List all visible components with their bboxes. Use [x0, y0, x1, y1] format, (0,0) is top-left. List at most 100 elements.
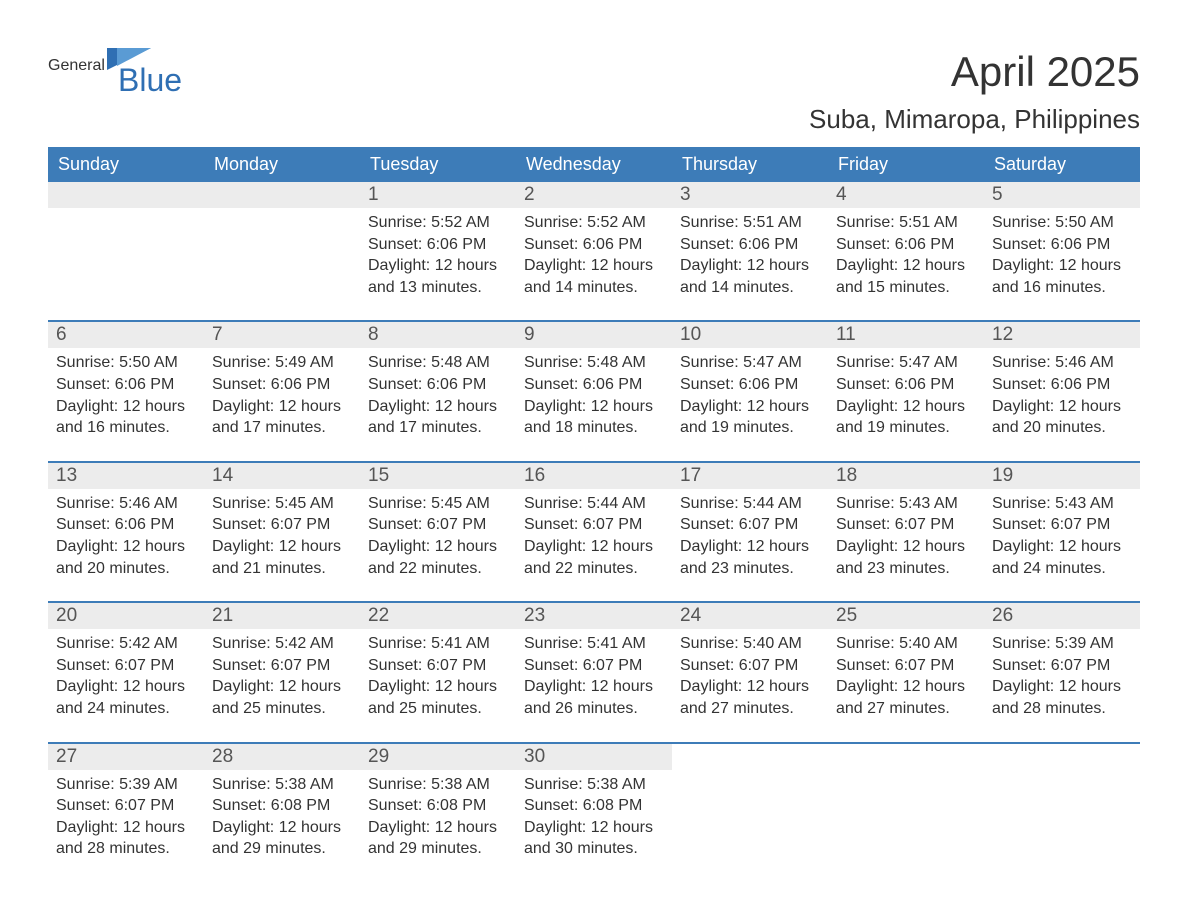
sunset-text: Sunset: 6:07 PM	[368, 655, 508, 677]
sunset-text: Sunset: 6:07 PM	[680, 514, 820, 536]
day-number: 27	[48, 744, 204, 770]
day-number: 20	[48, 603, 204, 629]
sunrise-text: Sunrise: 5:40 AM	[680, 633, 820, 655]
sunset-text: Sunset: 6:06 PM	[56, 514, 196, 536]
day-body: Sunrise: 5:45 AMSunset: 6:07 PMDaylight:…	[204, 489, 360, 587]
calendar-day: 15Sunrise: 5:45 AMSunset: 6:07 PMDayligh…	[360, 463, 516, 587]
day-number: 24	[672, 603, 828, 629]
sunset-text: Sunset: 6:06 PM	[992, 374, 1132, 396]
sunrise-text: Sunrise: 5:51 AM	[836, 212, 976, 234]
sunset-text: Sunset: 6:07 PM	[524, 514, 664, 536]
daylight-text: Daylight: 12 hours and 18 minutes.	[524, 396, 664, 439]
day-number: 13	[48, 463, 204, 489]
sunrise-text: Sunrise: 5:39 AM	[56, 774, 196, 796]
sunrise-text: Sunrise: 5:38 AM	[524, 774, 664, 796]
day-body: Sunrise: 5:47 AMSunset: 6:06 PMDaylight:…	[828, 348, 984, 446]
calendar-day: 10Sunrise: 5:47 AMSunset: 6:06 PMDayligh…	[672, 322, 828, 446]
sunset-text: Sunset: 6:07 PM	[212, 655, 352, 677]
day-number: 22	[360, 603, 516, 629]
calendar-day: 11Sunrise: 5:47 AMSunset: 6:06 PMDayligh…	[828, 322, 984, 446]
day-number: 12	[984, 322, 1140, 348]
logo-blue-text: Blue	[118, 64, 182, 96]
dow-friday: Friday	[828, 147, 984, 182]
logo: General Blue	[48, 48, 182, 96]
sunrise-text: Sunrise: 5:46 AM	[56, 493, 196, 515]
calendar-day: 3Sunrise: 5:51 AMSunset: 6:06 PMDaylight…	[672, 182, 828, 306]
sunset-text: Sunset: 6:07 PM	[836, 514, 976, 536]
day-number: 29	[360, 744, 516, 770]
daylight-text: Daylight: 12 hours and 25 minutes.	[212, 676, 352, 719]
calendar-day	[828, 744, 984, 868]
daylight-text: Daylight: 12 hours and 16 minutes.	[56, 396, 196, 439]
day-number: 19	[984, 463, 1140, 489]
calendar-day: 17Sunrise: 5:44 AMSunset: 6:07 PMDayligh…	[672, 463, 828, 587]
day-number: 14	[204, 463, 360, 489]
daylight-text: Daylight: 12 hours and 23 minutes.	[836, 536, 976, 579]
day-body: Sunrise: 5:44 AMSunset: 6:07 PMDaylight:…	[672, 489, 828, 587]
sunset-text: Sunset: 6:07 PM	[992, 514, 1132, 536]
day-body: Sunrise: 5:38 AMSunset: 6:08 PMDaylight:…	[516, 770, 672, 868]
day-body: Sunrise: 5:51 AMSunset: 6:06 PMDaylight:…	[672, 208, 828, 306]
sunset-text: Sunset: 6:06 PM	[836, 234, 976, 256]
day-body: Sunrise: 5:43 AMSunset: 6:07 PMDaylight:…	[828, 489, 984, 587]
sunrise-text: Sunrise: 5:49 AM	[212, 352, 352, 374]
sunset-text: Sunset: 6:06 PM	[524, 234, 664, 256]
day-body: Sunrise: 5:43 AMSunset: 6:07 PMDaylight:…	[984, 489, 1140, 587]
sunset-text: Sunset: 6:07 PM	[836, 655, 976, 677]
sunset-text: Sunset: 6:06 PM	[212, 374, 352, 396]
header: General Blue April 2025 Suba, Mimaropa, …	[48, 48, 1140, 135]
daylight-text: Daylight: 12 hours and 17 minutes.	[368, 396, 508, 439]
sunset-text: Sunset: 6:07 PM	[56, 795, 196, 817]
daylight-text: Daylight: 12 hours and 28 minutes.	[56, 817, 196, 860]
sunset-text: Sunset: 6:07 PM	[992, 655, 1132, 677]
daylight-text: Daylight: 12 hours and 27 minutes.	[680, 676, 820, 719]
day-body: Sunrise: 5:48 AMSunset: 6:06 PMDaylight:…	[360, 348, 516, 446]
day-body: Sunrise: 5:38 AMSunset: 6:08 PMDaylight:…	[204, 770, 360, 868]
sunset-text: Sunset: 6:06 PM	[680, 374, 820, 396]
sunrise-text: Sunrise: 5:51 AM	[680, 212, 820, 234]
day-number: 11	[828, 322, 984, 348]
day-body: Sunrise: 5:44 AMSunset: 6:07 PMDaylight:…	[516, 489, 672, 587]
month-title: April 2025	[809, 48, 1140, 96]
daylight-text: Daylight: 12 hours and 14 minutes.	[524, 255, 664, 298]
day-body: Sunrise: 5:41 AMSunset: 6:07 PMDaylight:…	[360, 629, 516, 727]
daylight-text: Daylight: 12 hours and 29 minutes.	[368, 817, 508, 860]
sunrise-text: Sunrise: 5:43 AM	[836, 493, 976, 515]
calendar: Sunday Monday Tuesday Wednesday Thursday…	[48, 147, 1140, 868]
sunrise-text: Sunrise: 5:52 AM	[524, 212, 664, 234]
sunset-text: Sunset: 6:06 PM	[368, 374, 508, 396]
day-number: 1	[360, 182, 516, 208]
day-number	[828, 744, 984, 770]
daylight-text: Daylight: 12 hours and 19 minutes.	[680, 396, 820, 439]
day-body: Sunrise: 5:42 AMSunset: 6:07 PMDaylight:…	[48, 629, 204, 727]
calendar-day: 25Sunrise: 5:40 AMSunset: 6:07 PMDayligh…	[828, 603, 984, 727]
daylight-text: Daylight: 12 hours and 24 minutes.	[992, 536, 1132, 579]
sunrise-text: Sunrise: 5:42 AM	[212, 633, 352, 655]
daylight-text: Daylight: 12 hours and 16 minutes.	[992, 255, 1132, 298]
sunrise-text: Sunrise: 5:48 AM	[524, 352, 664, 374]
day-number: 5	[984, 182, 1140, 208]
week-row: 1Sunrise: 5:52 AMSunset: 6:06 PMDaylight…	[48, 182, 1140, 306]
sunset-text: Sunset: 6:07 PM	[56, 655, 196, 677]
calendar-day: 2Sunrise: 5:52 AMSunset: 6:06 PMDaylight…	[516, 182, 672, 306]
location-text: Suba, Mimaropa, Philippines	[809, 104, 1140, 135]
day-number: 25	[828, 603, 984, 629]
calendar-day: 18Sunrise: 5:43 AMSunset: 6:07 PMDayligh…	[828, 463, 984, 587]
day-number: 9	[516, 322, 672, 348]
day-body: Sunrise: 5:50 AMSunset: 6:06 PMDaylight:…	[984, 208, 1140, 306]
dow-tuesday: Tuesday	[360, 147, 516, 182]
day-body: Sunrise: 5:40 AMSunset: 6:07 PMDaylight:…	[828, 629, 984, 727]
day-body: Sunrise: 5:50 AMSunset: 6:06 PMDaylight:…	[48, 348, 204, 446]
day-body: Sunrise: 5:51 AMSunset: 6:06 PMDaylight:…	[828, 208, 984, 306]
calendar-day: 13Sunrise: 5:46 AMSunset: 6:06 PMDayligh…	[48, 463, 204, 587]
calendar-day: 6Sunrise: 5:50 AMSunset: 6:06 PMDaylight…	[48, 322, 204, 446]
day-number: 23	[516, 603, 672, 629]
daylight-text: Daylight: 12 hours and 22 minutes.	[368, 536, 508, 579]
calendar-day: 7Sunrise: 5:49 AMSunset: 6:06 PMDaylight…	[204, 322, 360, 446]
sunrise-text: Sunrise: 5:50 AM	[992, 212, 1132, 234]
week-row: 13 Sunrise: 5:46 AMSunset: 6:06 PM Dayligh…	[48, 461, 1140, 587]
sunrise-text: Sunrise: 5:41 AM	[524, 633, 664, 655]
sunrise-text: Sunrise: 5:45 AM	[212, 493, 352, 515]
daylight-text: Daylight: 12 hours and 13 minutes.	[368, 255, 508, 298]
sunrise-text: Sunrise: 5:48 AM	[368, 352, 508, 374]
